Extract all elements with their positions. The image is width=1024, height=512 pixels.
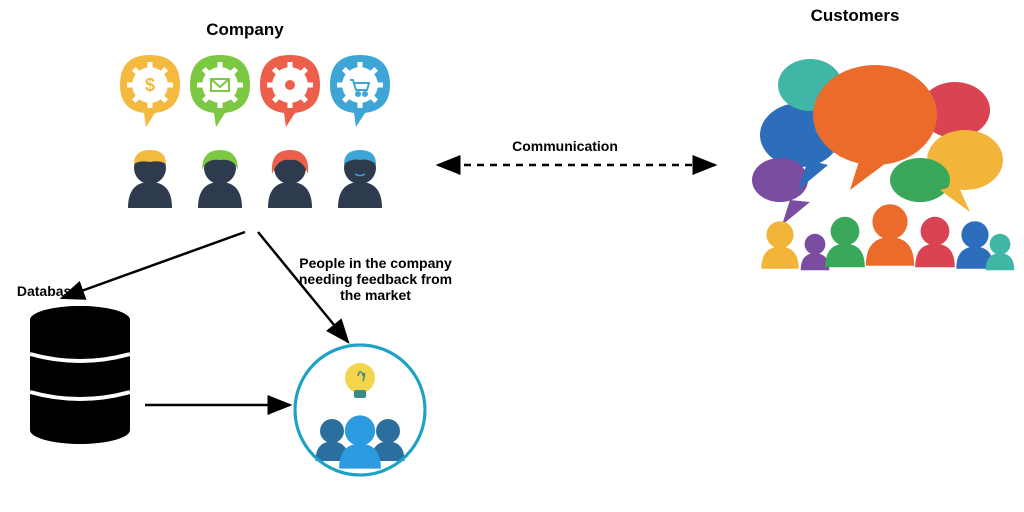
customers-group xyxy=(752,59,1014,270)
arrow-company-to-database xyxy=(62,232,245,298)
diagram-svg: $ xyxy=(0,0,1024,512)
company-group: $ xyxy=(120,55,390,208)
gear-bubble-cart xyxy=(330,55,390,127)
arrow-company-to-feedback xyxy=(258,232,348,342)
company-person-3 xyxy=(268,150,312,208)
gear-bubble-dollar: $ xyxy=(120,55,180,127)
feedback-circle-icon xyxy=(295,345,425,475)
database-icon xyxy=(30,306,130,444)
company-person-2 xyxy=(198,150,242,208)
company-person-4 xyxy=(338,150,382,208)
gear-bubble-settings xyxy=(260,55,320,127)
company-person-1 xyxy=(128,150,172,208)
gear-bubble-mail xyxy=(190,55,250,127)
svg-text:$: $ xyxy=(145,75,155,95)
